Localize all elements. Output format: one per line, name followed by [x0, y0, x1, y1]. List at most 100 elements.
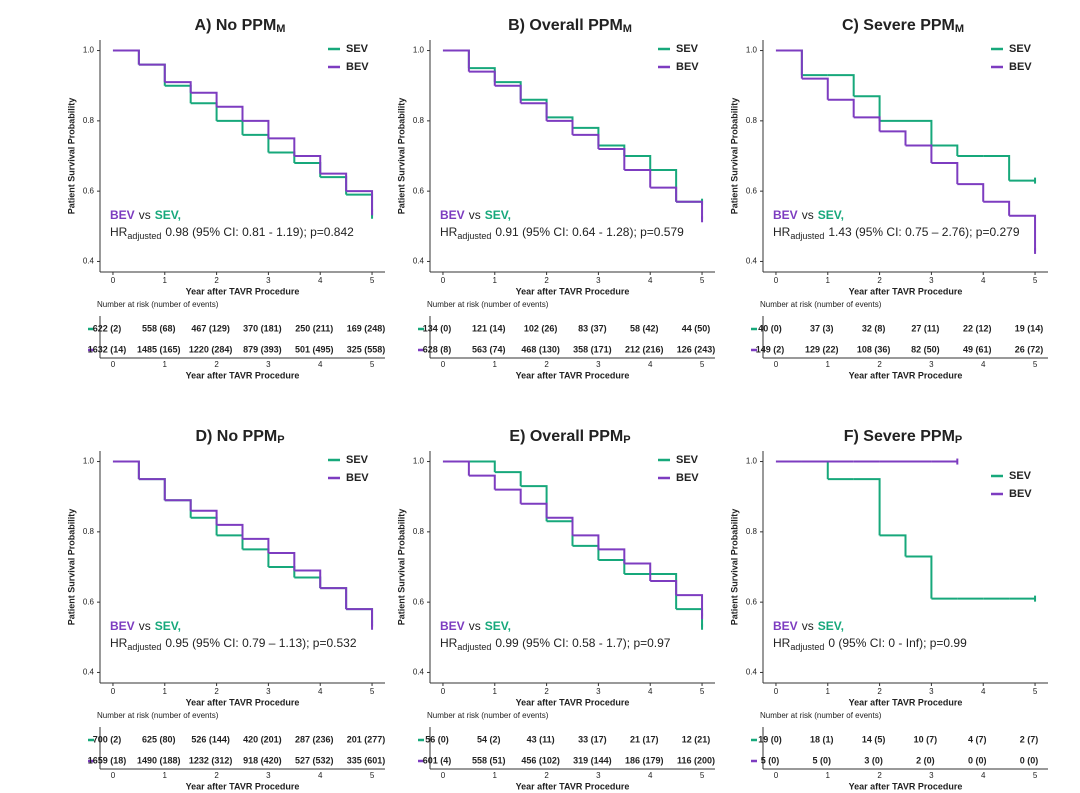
hr-text: 0 (95% CI: 0 - Inf); p=0.99 [828, 636, 967, 650]
title-subscript: P [955, 434, 962, 446]
risk-cell: 21 (17) [630, 734, 659, 744]
risk-x-tick-label: 2 [544, 771, 549, 780]
legend-label: SEV [1009, 470, 1032, 482]
panel-title: F) Severe PPMP [844, 428, 963, 446]
risk-cell: 201 (277) [347, 734, 386, 744]
hr-text: 0.99 (95% CI: 0.58 - 1.7); p=0.97 [495, 636, 670, 650]
survival-step [190, 509, 218, 525]
risk-x-tick-label: 0 [111, 771, 116, 780]
title-subscript: P [277, 434, 284, 446]
survival-step [468, 460, 496, 473]
risk-cell: 134 (0) [423, 323, 452, 333]
risk-cell: 169 (248) [347, 323, 386, 333]
survival-step [801, 460, 829, 480]
risk-cell: 40 (0) [758, 323, 782, 333]
survival-step [624, 169, 652, 188]
x-tick-label: 5 [370, 276, 375, 285]
panel: E) Overall PPMP 0.4 0.6 0.8 1.0 0 1 2 3 4 5 Year af… [396, 428, 715, 791]
risk-x-tick-label: 2 [544, 360, 549, 369]
risk-cell: 19 (14) [1015, 323, 1044, 333]
survival-step [650, 573, 678, 610]
x-tick-label: 0 [774, 687, 779, 696]
y-tick-label: 0.4 [746, 668, 758, 677]
survival-step [572, 544, 600, 560]
y-tick-label: 0.4 [746, 257, 758, 266]
survival-step [346, 608, 374, 624]
hazard-ratio: HRadjusted 0.99 (95% CI: 0.58 - 1.7); p=0… [440, 636, 671, 652]
risk-cell: 558 (51) [472, 755, 506, 765]
risk-cell: 12 (21) [682, 734, 711, 744]
x-axis-label: Year after TAVR Procedure [186, 286, 300, 296]
panel-title: D) No PPMP [195, 428, 284, 446]
risk-cell: 325 (558) [347, 344, 386, 354]
risk-x-axis-label: Year after TAVR Procedure [516, 781, 630, 791]
x-tick-label: 1 [163, 276, 168, 285]
survival-step [294, 162, 322, 178]
panel-title: B) Overall PPMM [508, 17, 632, 35]
risk-x-tick-label: 2 [214, 360, 219, 369]
survival-step [164, 81, 192, 93]
hazard-ratio: HRadjusted 0.95 (95% CI: 0.79 – 1.13); p=… [110, 636, 357, 652]
survival-step [572, 133, 600, 149]
survival-step [983, 200, 1011, 216]
survival-step [546, 516, 574, 536]
risk-cell: 121 (14) [472, 323, 506, 333]
y-tick-label: 0.8 [83, 527, 95, 536]
annotation: BEV vs SEV, [110, 619, 181, 633]
hr-text: 0.91 (95% CI: 0.64 - 1.28); p=0.579 [495, 225, 684, 239]
risk-x-tick-label: 3 [929, 771, 934, 780]
risk-cell: 526 (144) [191, 734, 230, 744]
survival-step [853, 95, 881, 121]
y-tick-label: 0.6 [83, 597, 95, 606]
x-tick-label: 3 [929, 276, 934, 285]
survival-step [853, 478, 881, 536]
survival-step [468, 70, 496, 86]
survival-step [138, 478, 166, 501]
risk-cell: 918 (420) [243, 755, 282, 765]
annotation-vs: vs [802, 208, 814, 222]
risk-x-tick-label: 1 [826, 360, 831, 369]
risk-cell: 49 (61) [963, 344, 992, 354]
risk-cell: 3 (0) [864, 755, 883, 765]
risk-cell: 700 (2) [93, 734, 122, 744]
title-subscript: M [276, 23, 285, 35]
survival-step [320, 587, 348, 610]
survival-step [1009, 214, 1037, 251]
title-text: C) Severe PPM [842, 17, 955, 34]
annotation-sev: SEV [485, 208, 509, 222]
title-text: B) Overall PPM [508, 17, 623, 34]
survival-step [112, 460, 140, 480]
annotation-sev: SEV [818, 208, 842, 222]
risk-x-tick-label: 4 [648, 360, 653, 369]
survival-step [650, 580, 678, 596]
risk-x-tick-label: 0 [774, 360, 779, 369]
survival-step [650, 186, 678, 202]
risk-cell: 44 (50) [682, 323, 711, 333]
risk-cell: 149 (2) [756, 344, 785, 354]
risk-cell: 319 (144) [573, 755, 612, 765]
hr-subscript: adjusted [457, 642, 491, 652]
risk-cell: 82 (50) [911, 344, 940, 354]
survival-step [346, 608, 374, 627]
title-subscript: M [623, 23, 632, 35]
x-tick-label: 5 [700, 276, 705, 285]
survival-step [468, 67, 496, 83]
survival-step [294, 569, 322, 589]
hr-subscript: adjusted [457, 231, 491, 241]
panel: A) No PPMM 0.4 0.6 0.8 1.0 0 1 2 3 4 5 Year after T… [66, 17, 385, 380]
survival-step [242, 548, 270, 567]
risk-cell: 37 (3) [810, 323, 834, 333]
title-text: F) Severe PPM [844, 428, 955, 445]
x-tick-label: 0 [441, 276, 446, 285]
legend-label: SEV [346, 43, 369, 55]
risk-cell: 18 (1) [810, 734, 834, 744]
risk-cell: 468 (130) [521, 344, 560, 354]
legend-label: BEV [676, 472, 699, 484]
survival-step [676, 200, 704, 220]
risk-cell: 5 (0) [813, 755, 832, 765]
hazard-ratio: HRadjusted 1.43 (95% CI: 0.75 – 2.76); p=… [773, 225, 1020, 241]
hr-subscript: adjusted [790, 642, 824, 652]
risk-x-tick-label: 5 [370, 360, 375, 369]
risk-x-tick-label: 1 [493, 771, 498, 780]
survival-step [442, 460, 470, 476]
